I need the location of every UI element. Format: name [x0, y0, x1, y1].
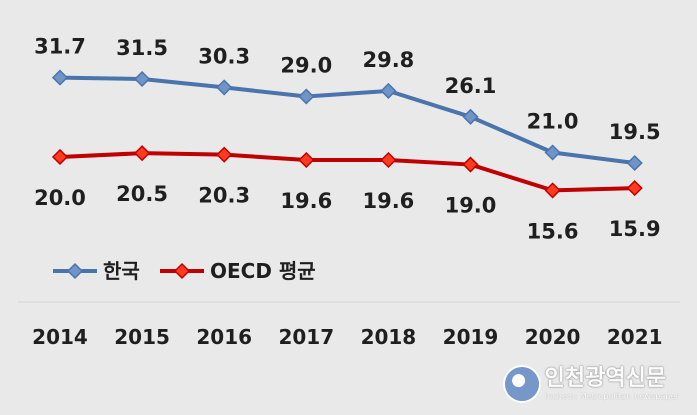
data-point-1-5: [462, 156, 479, 173]
data-point-0-5: [462, 108, 479, 125]
data-label-1-1: 20.5: [116, 182, 168, 206]
legend-marker-1: [173, 262, 191, 280]
data-label-0-2: 30.3: [198, 44, 250, 68]
data-point-0-4: [380, 82, 397, 99]
data-point-0-2: [216, 79, 233, 96]
data-label-1-3: 19.6: [280, 189, 332, 213]
data-label-0-6: 21.0: [527, 110, 579, 134]
data-point-1-6: [544, 182, 561, 199]
data-point-1-3: [298, 151, 315, 169]
data-point-0-1: [134, 70, 151, 88]
data-label-0-1: 31.5: [116, 36, 168, 60]
data-point-1-7: [626, 180, 643, 197]
data-point-0-6: [544, 144, 561, 161]
legend-marker-0: [66, 262, 84, 280]
x-tick-label-6: 2020: [525, 325, 581, 349]
watermark-subtitle: Incheon Metropolitan newspaper: [544, 391, 679, 401]
data-label-0-3: 29.0: [280, 54, 332, 78]
x-tick-label-5: 2019: [443, 325, 499, 349]
legend-label-0: 한국: [103, 259, 140, 283]
data-label-1-0: 20.0: [34, 186, 86, 210]
data-label-1-4: 19.6: [362, 189, 414, 213]
x-tick-label-7: 2021: [607, 325, 663, 349]
x-tick-label-1: 2015: [114, 325, 170, 349]
series-line-1: [59, 151, 635, 193]
data-label-1-5: 19.0: [445, 194, 497, 218]
data-point-1-4: [380, 151, 397, 169]
data-label-0-4: 29.8: [362, 48, 414, 72]
series-line-0: [59, 75, 635, 165]
data-label-0-7: 19.5: [609, 120, 661, 144]
legend-label-1: OECD 평균: [210, 259, 316, 283]
data-point-1-1: [134, 145, 151, 162]
watermark: 인천광역신문 Incheon Metropolitan newspaper: [504, 365, 679, 401]
data-label-1-2: 20.3: [198, 184, 250, 208]
newspaper-logo-icon: [504, 367, 539, 401]
data-point-0-7: [626, 154, 643, 172]
x-tick-label-3: 2017: [278, 325, 334, 349]
data-label-1-7: 15.9: [609, 217, 661, 241]
data-label-1-6: 15.6: [527, 219, 579, 243]
data-point-0-3: [298, 88, 315, 105]
data-point-1-2: [216, 146, 233, 163]
data-label-0-0: 31.7: [34, 35, 86, 59]
watermark-name: 인천광역신문: [544, 365, 667, 391]
data-point-1-0: [51, 148, 69, 166]
data-label-0-5: 26.1: [445, 74, 497, 98]
x-tick-label-2: 2016: [196, 325, 252, 349]
data-point-0-0: [51, 69, 69, 86]
x-tick-label-0: 2014: [32, 325, 88, 349]
x-tick-label-4: 2018: [361, 325, 417, 349]
